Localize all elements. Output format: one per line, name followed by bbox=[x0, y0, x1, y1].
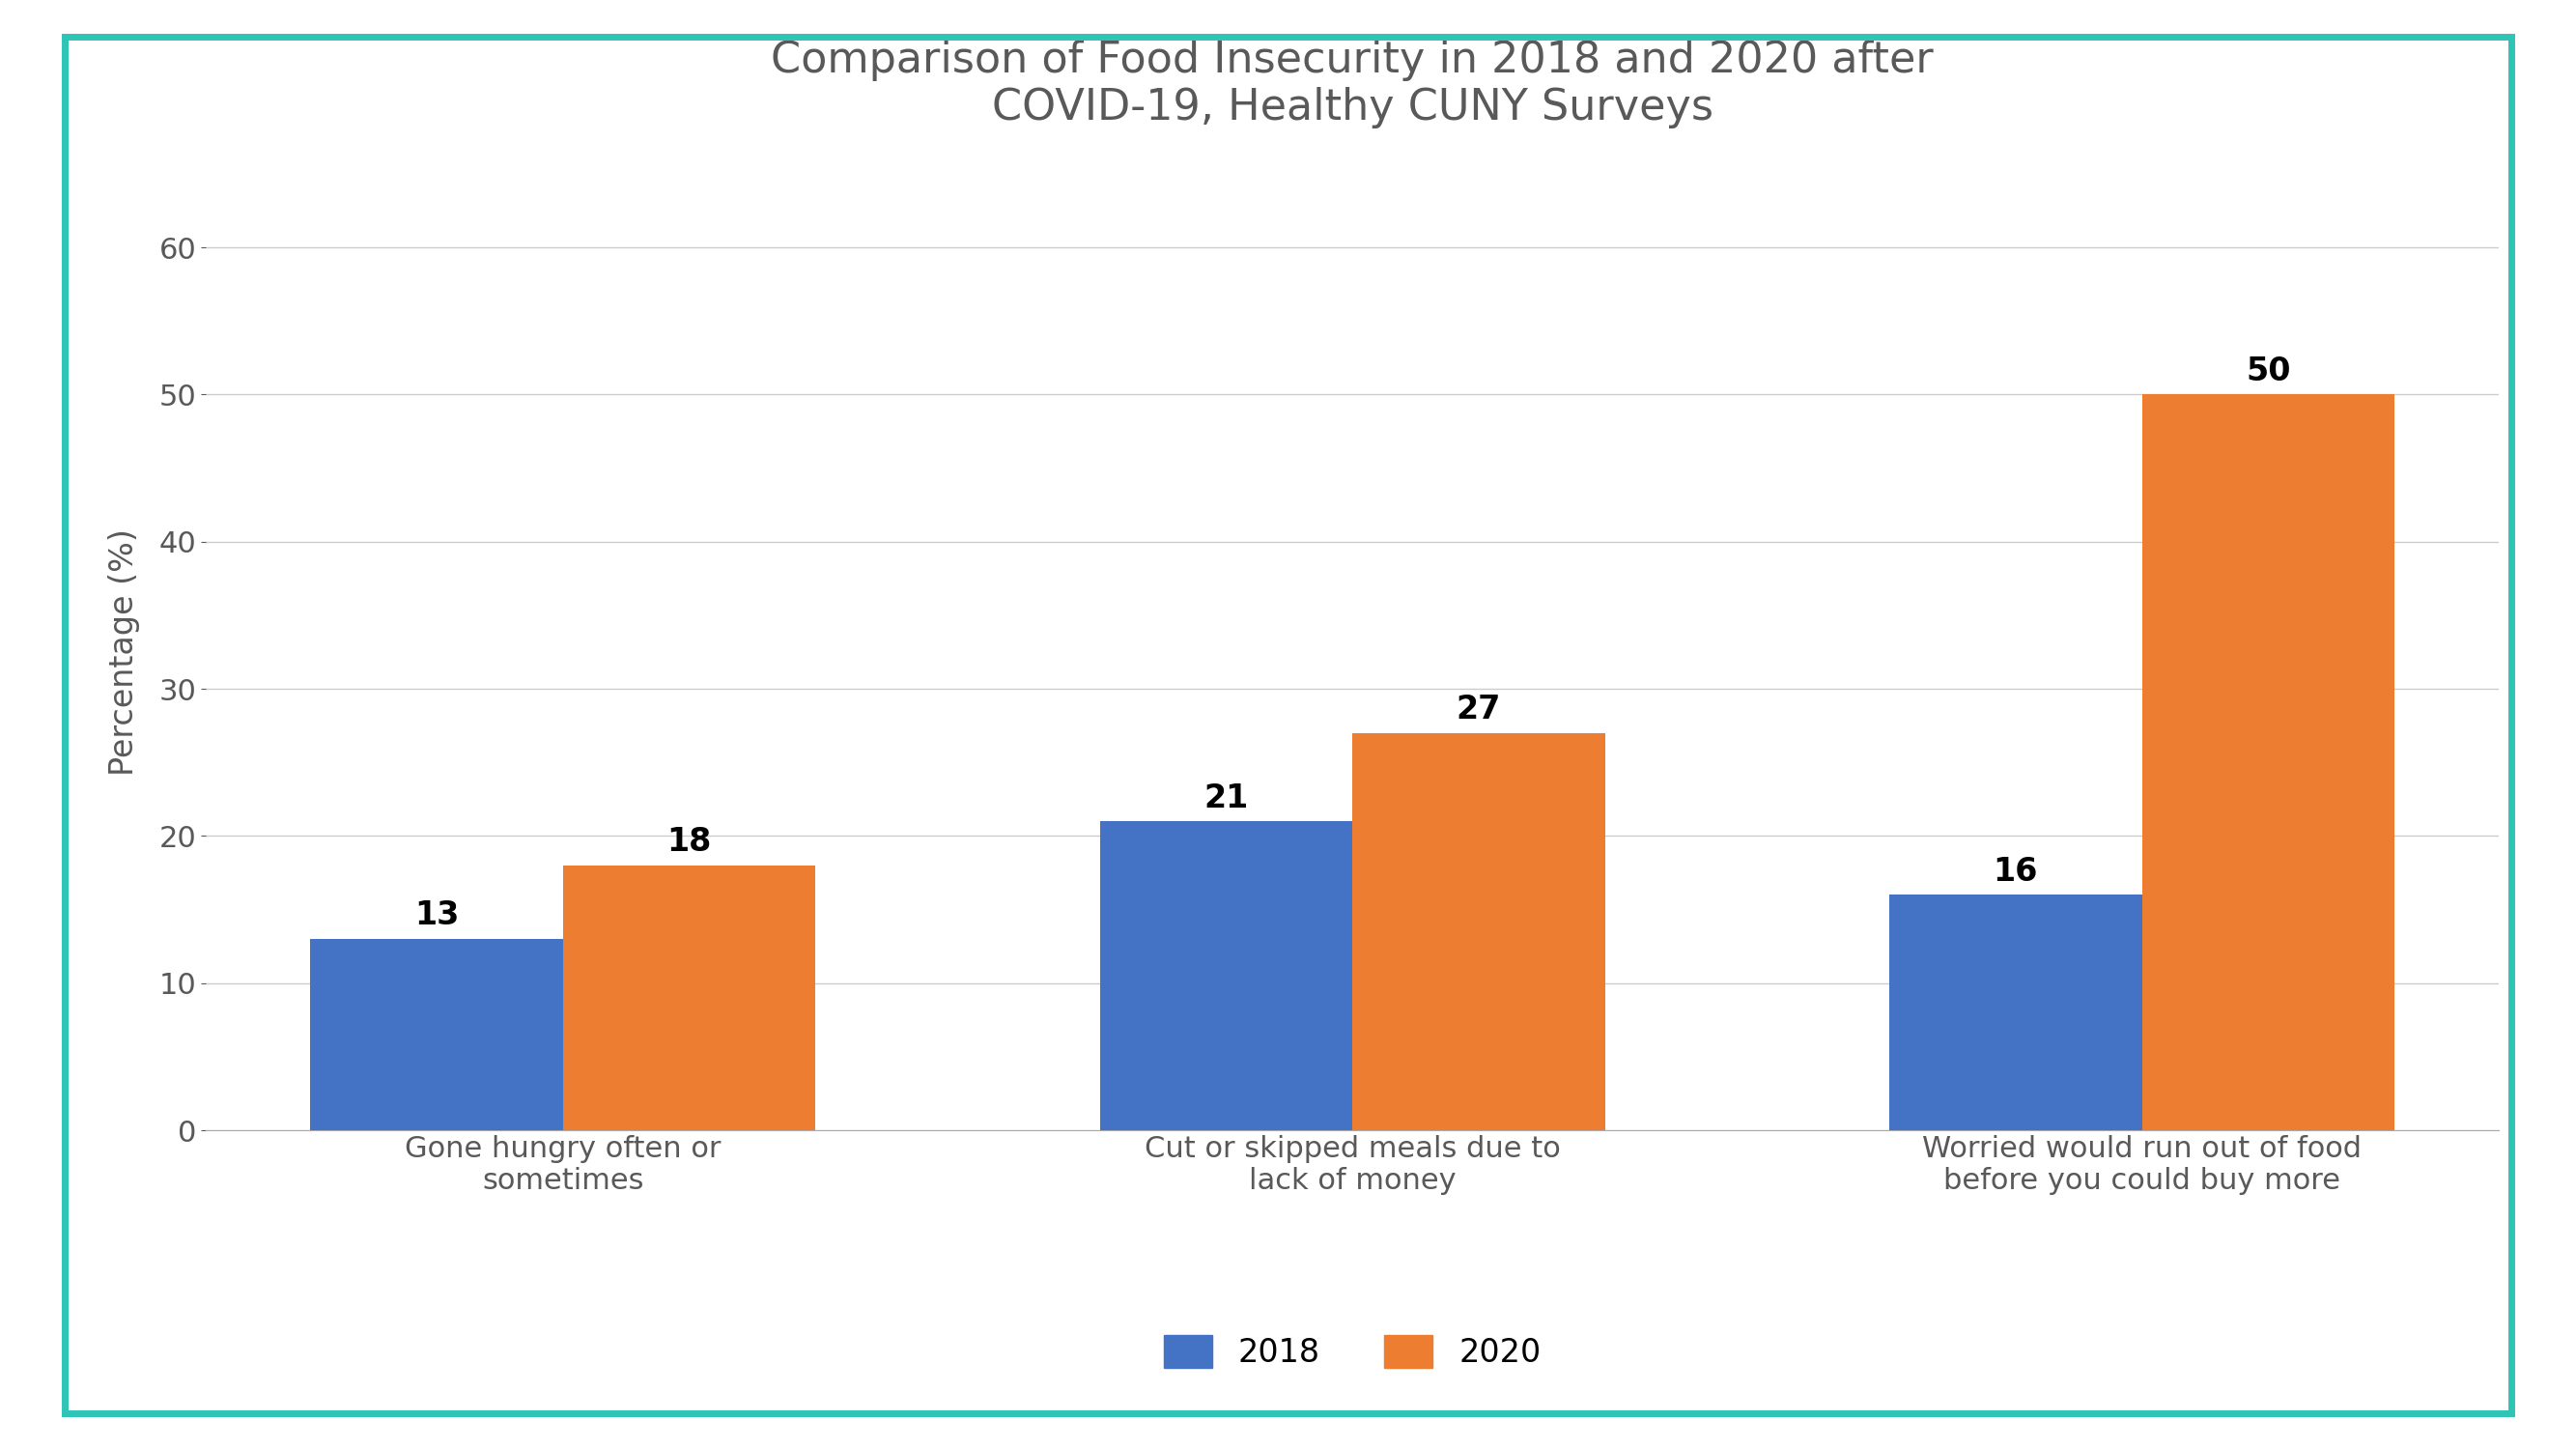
Text: 27: 27 bbox=[1455, 694, 1502, 726]
Bar bbox=[564, 865, 817, 1130]
Text: 13: 13 bbox=[415, 900, 459, 932]
Legend: 2018, 2020: 2018, 2020 bbox=[1151, 1321, 1553, 1382]
Y-axis label: Percentage (%): Percentage (%) bbox=[108, 529, 139, 775]
Text: 18: 18 bbox=[667, 826, 711, 858]
Text: 16: 16 bbox=[1994, 855, 2038, 887]
Text: 50: 50 bbox=[2246, 355, 2290, 387]
Bar bbox=[309, 939, 564, 1130]
Bar bbox=[1352, 733, 1605, 1130]
Title: Comparison of Food Insecurity in 2018 and 2020 after
COVID-19, Healthy CUNY Surv: Comparison of Food Insecurity in 2018 an… bbox=[770, 39, 1935, 129]
Bar bbox=[2141, 394, 2396, 1130]
Text: 21: 21 bbox=[1203, 782, 1249, 814]
Bar bbox=[1888, 895, 2141, 1130]
Bar bbox=[1100, 822, 1352, 1130]
